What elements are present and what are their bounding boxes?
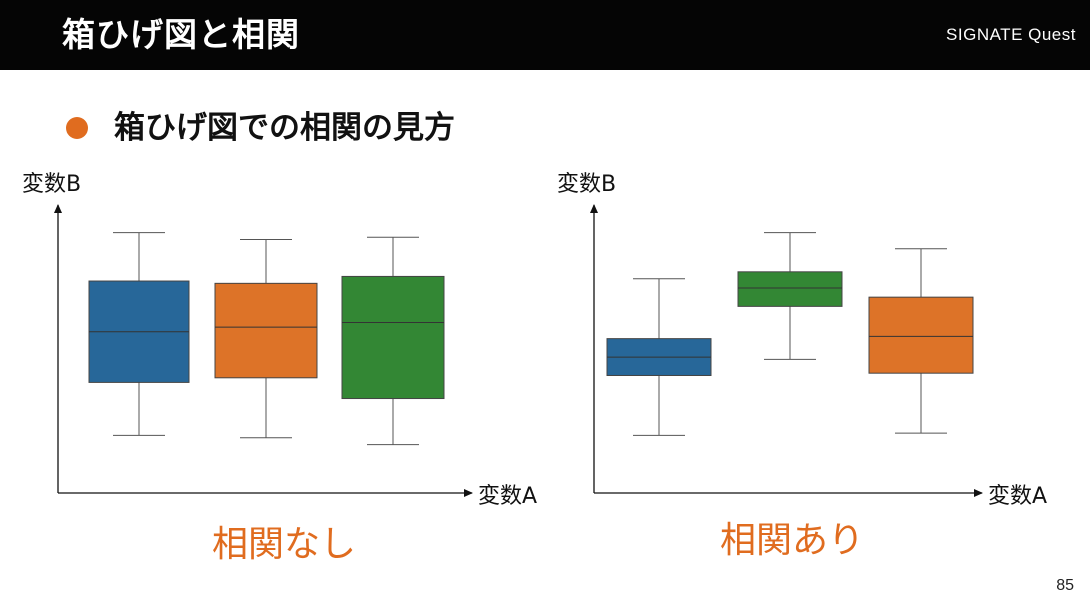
y-axis-label: 変数B: [22, 172, 81, 197]
y-axis-label: 変数B: [557, 172, 616, 197]
bullet-dot-icon: [66, 117, 88, 139]
page-number: 85: [1056, 577, 1074, 594]
box-orange: [868, 296, 974, 374]
bullet-text: 箱ひげ図での相関の見方: [114, 110, 455, 146]
x-axis-label: 変数A: [988, 484, 1047, 509]
box-green: [341, 275, 445, 400]
box-green: [737, 271, 843, 307]
brand-logo: SIGNATE Quest: [946, 25, 1076, 44]
x-axis-label: 変数A: [478, 484, 537, 509]
panel-caption: 相関なし: [212, 524, 356, 565]
box-orange: [214, 282, 318, 379]
slide-title: 箱ひげ図と相関: [62, 15, 300, 54]
panel-caption: 相関あり: [720, 520, 864, 561]
title-bar: 箱ひげ図と相関 SIGNATE Quest: [0, 0, 1090, 70]
